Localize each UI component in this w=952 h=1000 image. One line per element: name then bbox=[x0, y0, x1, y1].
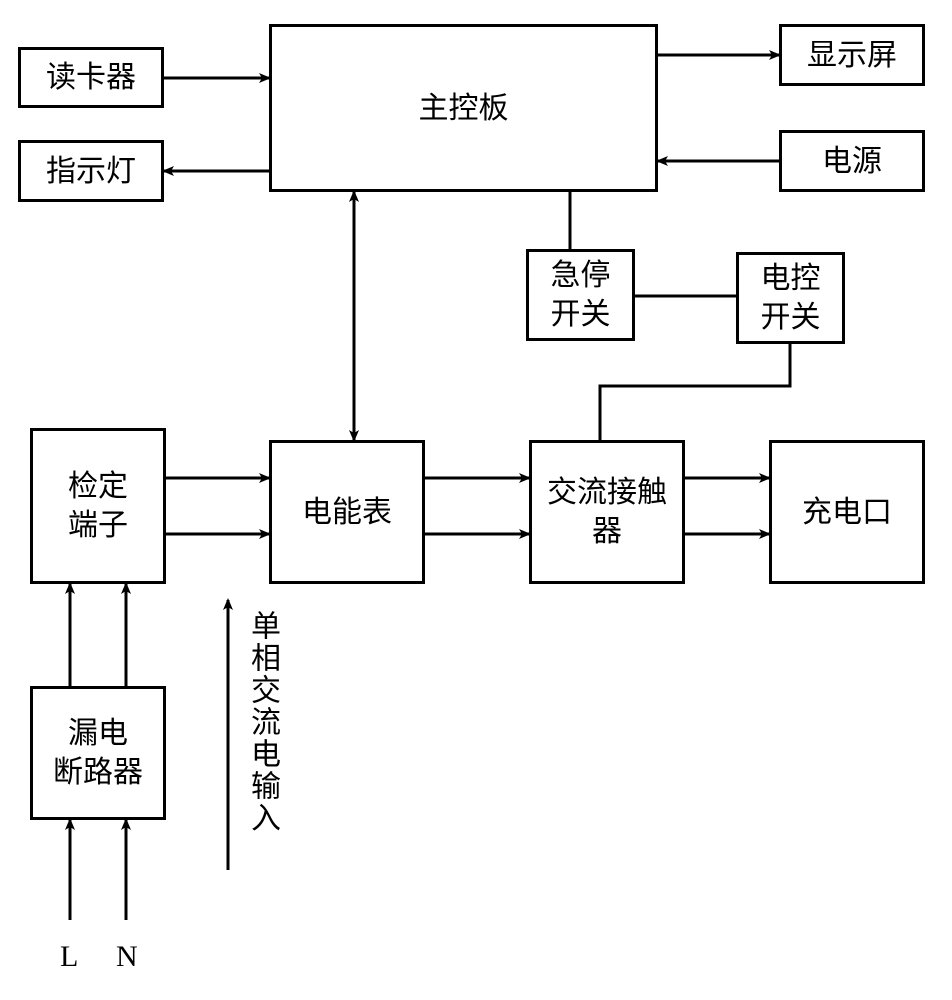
verification-terminal-box: 检定 端子 bbox=[30, 428, 166, 584]
charge-port-label: 充电口 bbox=[802, 493, 892, 532]
power-label: 电源 bbox=[822, 142, 882, 181]
input-n-label: N bbox=[116, 940, 138, 974]
main-control-board-label: 主控板 bbox=[419, 89, 509, 128]
display-screen-box: 显示屏 bbox=[779, 24, 925, 86]
card-reader-box: 读卡器 bbox=[18, 47, 164, 108]
leakage-breaker-label: 漏电 断路器 bbox=[53, 714, 143, 792]
energy-meter-box: 电能表 bbox=[269, 440, 425, 584]
indicator-light-box: 指示灯 bbox=[18, 140, 164, 202]
power-box: 电源 bbox=[779, 130, 925, 192]
verification-terminal-label: 检定 端子 bbox=[68, 467, 128, 545]
charge-port-box: 充电口 bbox=[769, 440, 925, 584]
input-l-label: L bbox=[60, 940, 78, 974]
main-control-board-box: 主控板 bbox=[269, 24, 658, 192]
emergency-stop-switch-label: 急停 开关 bbox=[551, 256, 611, 334]
electric-control-switch-box: 电控 开关 bbox=[736, 252, 845, 344]
ac-contactor-box: 交流接触 器 bbox=[529, 440, 685, 584]
leakage-breaker-box: 漏电 断路器 bbox=[30, 686, 166, 820]
single-phase-ac-input-label: 单相交流电输入 bbox=[240, 610, 284, 834]
electric-control-switch-label: 电控 开关 bbox=[761, 259, 821, 337]
emergency-stop-switch-box: 急停 开关 bbox=[526, 249, 635, 341]
card-reader-label: 读卡器 bbox=[46, 58, 136, 97]
display-screen-label: 显示屏 bbox=[807, 36, 897, 75]
energy-meter-label: 电能表 bbox=[302, 493, 392, 532]
ac-contactor-label: 交流接触 器 bbox=[547, 473, 667, 551]
indicator-light-label: 指示灯 bbox=[46, 152, 136, 191]
